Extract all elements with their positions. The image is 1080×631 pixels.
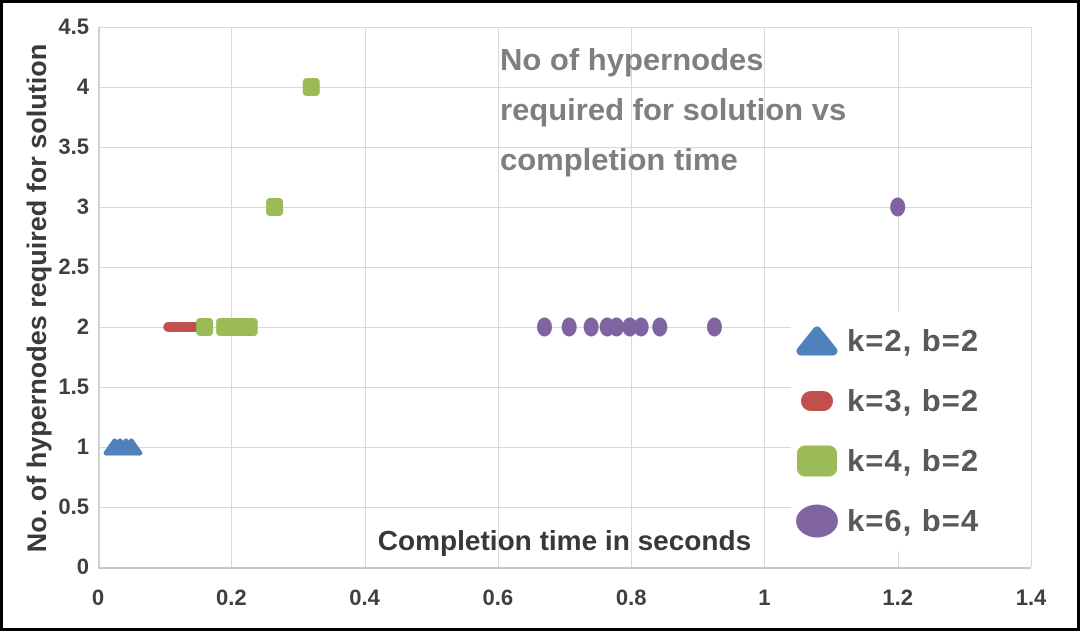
legend: k=2, b=2 k=3, b=2 k=4, b=2 k=6, b=4 — [791, 311, 1031, 551]
gridline-horizontal — [98, 447, 1031, 448]
triangle-marker-icon — [796, 326, 838, 356]
y-tick-label: 0 — [76, 554, 89, 579]
legend-label: k=2, b=2 — [847, 323, 980, 358]
y-tick-label: 1 — [76, 434, 89, 459]
gridline-vertical — [1031, 27, 1032, 567]
y-axis-title: No. of hypernodes required for solution — [22, 43, 52, 553]
gridline-horizontal — [98, 87, 1031, 88]
gridline-vertical — [897, 27, 899, 567]
y-tick-label: 2.5 — [58, 254, 89, 279]
data-point-series-4 — [608, 317, 624, 337]
data-point-series-3 — [196, 318, 214, 336]
gridline-horizontal — [98, 147, 1031, 148]
y-tick-label: 2 — [76, 314, 89, 339]
x-tick-label: 0 — [91, 585, 105, 610]
x-axis-line — [98, 567, 1031, 569]
data-point-series-4 — [537, 317, 553, 337]
legend-label: k=4, b=2 — [847, 443, 980, 478]
square-marker-icon — [797, 445, 837, 477]
data-point-series-3 — [266, 198, 284, 216]
gridline-horizontal — [98, 27, 1031, 28]
x-tick-label: 0.4 — [349, 585, 380, 610]
gridline-vertical — [231, 27, 233, 567]
y-tick-label: 4.5 — [58, 14, 89, 39]
pill-marker-icon — [801, 391, 833, 411]
data-point-series-4 — [622, 317, 638, 337]
gridline-vertical — [364, 27, 366, 567]
gridline-horizontal — [98, 507, 1031, 508]
x-tick-label: 1.2 — [882, 585, 913, 610]
data-point-series-3 — [240, 318, 258, 336]
y-tick-label: 3 — [76, 194, 89, 219]
data-point-series-4 — [706, 317, 722, 337]
data-point-series-4 — [583, 317, 599, 337]
data-point-series-3 — [302, 78, 320, 96]
data-point-series-4 — [561, 317, 577, 337]
data-point-series-4 — [633, 317, 649, 337]
data-point-series-4 — [890, 197, 906, 217]
gridline-vertical — [497, 27, 499, 567]
x-tick-label: 1 — [758, 585, 771, 610]
x-tick-label: 0.6 — [482, 585, 514, 610]
gridline-horizontal — [98, 207, 1031, 208]
y-tick-label: 4 — [76, 74, 89, 99]
y-axis-line — [98, 27, 100, 567]
y-tick-label: 0.5 — [58, 494, 89, 519]
y-tick-label: 3.5 — [58, 134, 89, 159]
gridline-vertical — [764, 27, 766, 567]
chart-title: No of hypernodes required for solution v… — [500, 42, 847, 177]
legend-item-4: k=6, b=4 — [791, 493, 1031, 549]
legend-label: k=3, b=2 — [847, 383, 980, 418]
data-points-layer — [103, 78, 906, 456]
gridline-vertical — [631, 27, 633, 567]
x-axis-title: Completion time in seconds — [377, 525, 752, 556]
x-tick-label: 0.2 — [215, 585, 247, 610]
legend-label: k=6, b=4 — [847, 503, 980, 538]
legend-item-3: k=4, b=2 — [791, 433, 1031, 489]
legend-item-2: k=3, b=2 — [791, 373, 1031, 429]
gridline-horizontal — [98, 267, 1031, 268]
gridline-horizontal — [98, 387, 1031, 388]
data-point-series-1 — [120, 438, 143, 456]
y-tick-label: 1.5 — [58, 374, 89, 399]
ellipse-marker-icon — [796, 504, 838, 538]
data-point-series-4 — [652, 317, 668, 337]
x-tick-label: 1.4 — [1015, 585, 1047, 610]
legend-item-1: k=2, b=2 — [791, 313, 1031, 369]
x-tick-label: 0.8 — [615, 585, 647, 610]
